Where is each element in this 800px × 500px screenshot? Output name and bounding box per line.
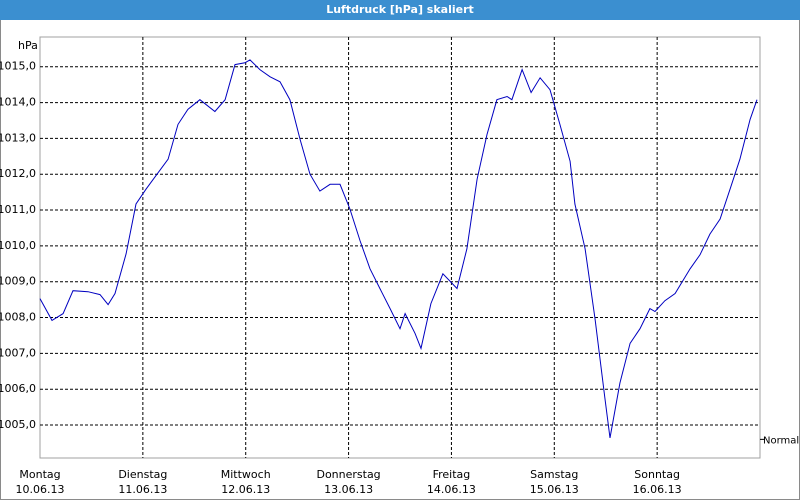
x-tick-date: 16.06.13 [633, 483, 682, 496]
x-tick-date: 14.06.13 [427, 483, 476, 496]
y-tick-label: 1008,0 [0, 311, 36, 324]
y-tick-label: 1006,0 [0, 382, 36, 395]
y-tick-label: 1010,0 [0, 239, 36, 252]
x-tick-date: 12.06.13 [221, 483, 270, 496]
x-tick-date: 11.06.13 [118, 483, 167, 496]
x-tick-date: 15.06.13 [530, 483, 579, 496]
x-tick-label: Dienstag [118, 468, 167, 481]
x-tick-label: Montag [19, 468, 60, 481]
x-tick-date: 10.06.13 [16, 483, 65, 496]
x-tick-date: 13.06.13 [324, 483, 373, 496]
x-tick-label: Freitag [433, 468, 471, 481]
y-tick-label: 1007,0 [0, 346, 36, 359]
y-unit: hPa [18, 39, 38, 52]
y-tick-label: 1013,0 [0, 131, 36, 144]
y-tick-label: 1005,0 [0, 418, 36, 431]
y-tick-label: 1009,0 [0, 275, 36, 288]
y-tick-label: 1015,0 [0, 60, 36, 73]
title-bar [0, 0, 800, 20]
y-tick-label: 1014,0 [0, 96, 36, 109]
chart-title: Luftdruck [hPa] skaliert [326, 3, 474, 16]
y-tick-label: 1011,0 [0, 203, 36, 216]
line [39, 59, 758, 438]
x-tick-label: Donnerstag [316, 468, 380, 481]
x-tick-label: Sonntag [634, 468, 680, 481]
x-tick-label: Mittwoch [221, 468, 271, 481]
plot-area [39, 36, 761, 459]
y-tick-label: 1012,0 [0, 167, 36, 180]
x-tick-label: Samstag [530, 468, 578, 481]
reference-label: Normal [763, 435, 799, 446]
